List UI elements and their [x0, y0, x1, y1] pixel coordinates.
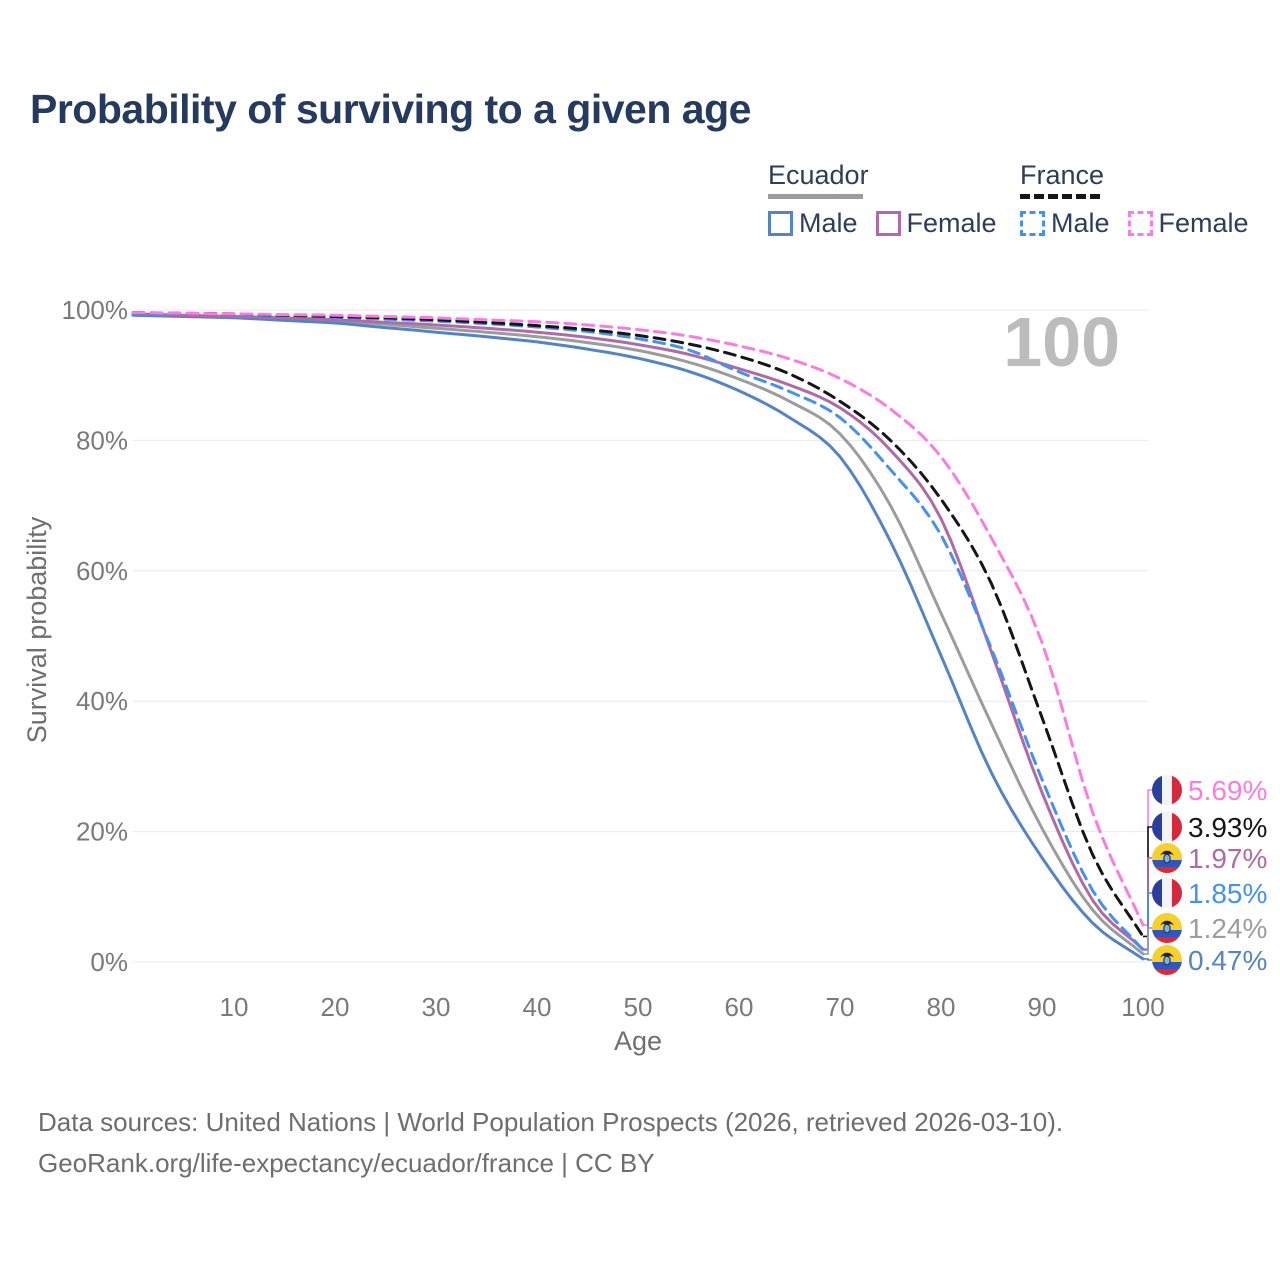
x-tick-label-70: 70 [826, 992, 855, 1022]
legend-group-ecuador: Ecuador Male Female [768, 160, 997, 239]
end-value-label-france-male: 1.85% [1188, 878, 1267, 909]
legend-item-france-male[interactable]: Male [1020, 208, 1110, 239]
y-tick-label-20: 20% [76, 817, 128, 847]
legend-item-ecuador-female[interactable]: Female [875, 208, 997, 239]
legend-title-france[interactable]: France [1020, 160, 1105, 190]
legend-item-france-female[interactable]: Female [1127, 208, 1249, 239]
ecuador-flag-icon [1152, 945, 1182, 975]
curve-ecuador-male[interactable] [131, 313, 1145, 961]
x-tick-label-30: 30 [422, 992, 451, 1022]
legend-row-france: Male Female [1020, 208, 1249, 239]
legend-label-ecuador-male[interactable]: Male [799, 208, 858, 238]
legend-swatch-france-female[interactable] [1127, 211, 1153, 236]
france-flag-icon [1152, 812, 1182, 842]
page-title: Probability of surviving to a given age [30, 86, 751, 132]
y-tick-label-0: 0% [90, 947, 128, 977]
age-counter-watermark: 100 [1003, 303, 1120, 381]
legend-title-ecuador[interactable]: Ecuador [768, 160, 869, 190]
x-tick-label-60: 60 [725, 992, 754, 1022]
source-line-1: Data sources: United Nations | World Pop… [38, 1107, 1064, 1137]
legend-label-france-male[interactable]: Male [1051, 208, 1110, 238]
curve-france-female[interactable] [131, 311, 1145, 927]
y-tick-label-40: 40% [76, 686, 128, 716]
end-value-label-ecuador-female: 1.97% [1188, 843, 1267, 874]
y-tick-label-60: 60% [76, 556, 128, 586]
legend-row-ecuador: Male Female [768, 208, 997, 239]
legend-label-france-female[interactable]: Female [1158, 208, 1249, 238]
legend-swatch-france-male[interactable] [1020, 211, 1045, 236]
x-tick-label-80: 80 [927, 992, 956, 1022]
legend-group-france: France Male Female [1020, 160, 1249, 239]
x-tick-label-90: 90 [1028, 992, 1057, 1022]
x-axis-title: Age [614, 1026, 662, 1056]
leader-line-ecuador-both [1143, 927, 1152, 955]
end-value-label-ecuador-male: 0.47% [1188, 945, 1267, 976]
source-note: Data sources: United Nations | World Pop… [38, 1102, 1063, 1184]
x-tick-label-40: 40 [523, 992, 552, 1022]
curve-ecuador-female[interactable] [131, 312, 1145, 951]
y-tick-label-80: 80% [76, 425, 128, 455]
end-value-label-france-both: 3.93% [1188, 812, 1267, 843]
ecuador-flag-icon [1152, 913, 1182, 943]
legend-rule-ecuador-solid-line [768, 194, 863, 199]
ecuador-flag-icon [1152, 843, 1182, 873]
x-tick-label-20: 20 [321, 992, 350, 1022]
leader-line-france-male [1143, 892, 1152, 951]
legend-swatch-ecuador-male[interactable] [768, 211, 793, 236]
source-line-2: GeoRank.org/life-expectancy/ecuador/fran… [38, 1148, 655, 1178]
end-value-label-ecuador-both: 1.24% [1188, 913, 1267, 944]
france-flag-icon [1152, 775, 1182, 805]
curve-france-male[interactable] [131, 311, 1145, 952]
y-axis-title: Survival probability [22, 516, 52, 743]
legend-item-ecuador-male[interactable]: Male [768, 208, 858, 239]
france-flag-icon [1152, 878, 1182, 908]
x-tick-label-50: 50 [624, 992, 653, 1022]
x-tick-label-10: 10 [220, 992, 249, 1022]
end-value-label-france-female: 5.69% [1188, 775, 1267, 806]
curve-ecuador-both[interactable] [131, 313, 1145, 956]
y-tick-label-100: 100% [62, 295, 129, 325]
leader-line-ecuador-male [1143, 958, 1152, 961]
x-tick-label-100: 100 [1121, 992, 1164, 1022]
legend-swatch-ecuador-female[interactable] [875, 211, 901, 236]
legend-label-ecuador-female[interactable]: Female [906, 208, 997, 238]
legend-rule-france-dashed-line [1020, 194, 1100, 199]
curve-france-both[interactable] [131, 311, 1145, 938]
